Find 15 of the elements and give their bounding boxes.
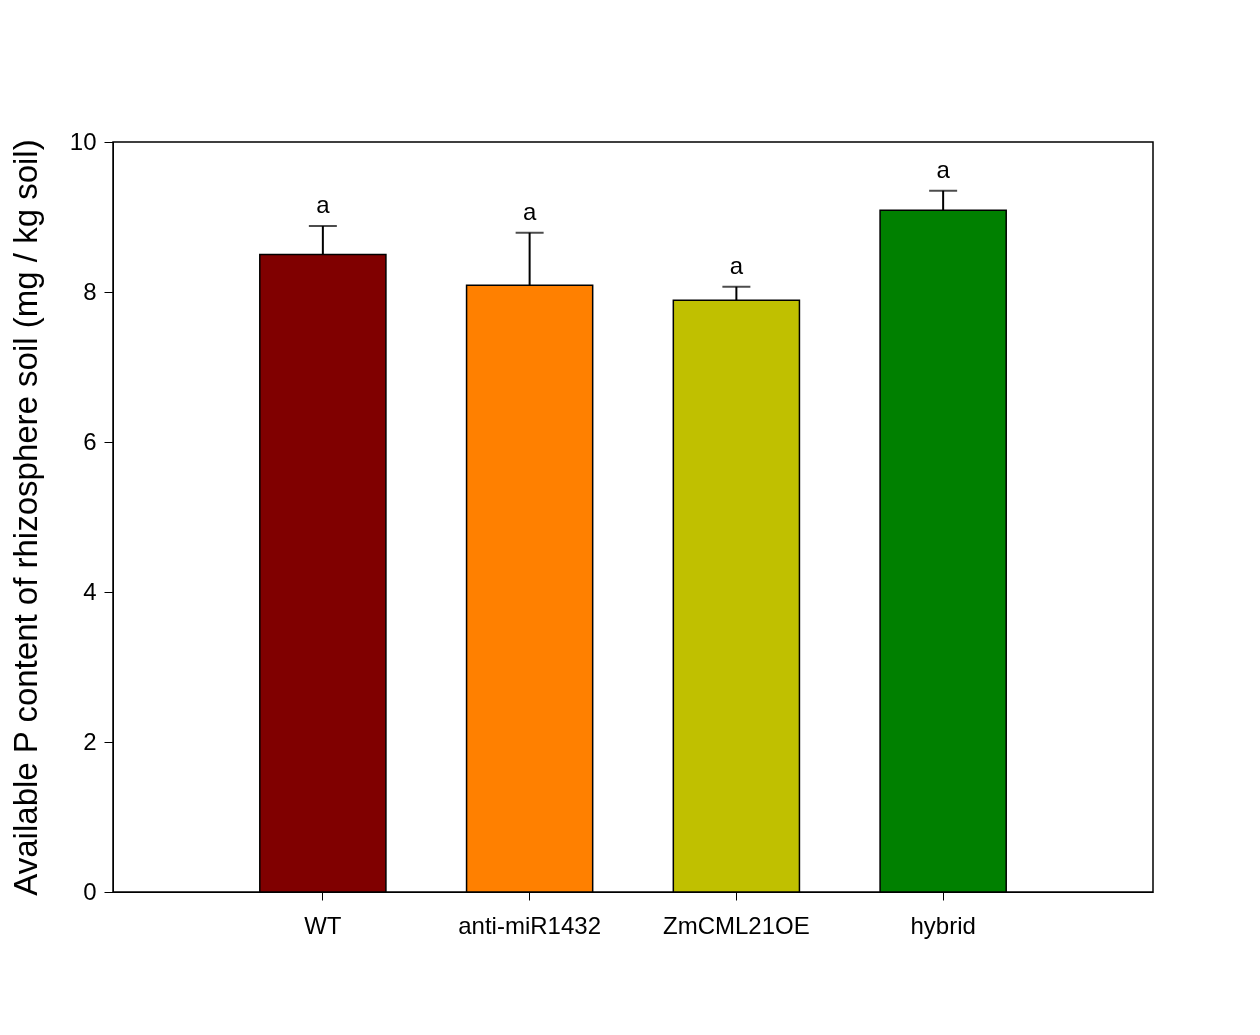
annotation: a [522, 197, 537, 225]
annotation: a [729, 251, 744, 279]
annotation: a [936, 155, 951, 183]
x-tick-label: WT [304, 911, 342, 939]
x-tick-label: anti-miR1432 [458, 911, 601, 939]
y-axis-title: Available P content of rhizosphere soil (mg / kg soil) [6, 139, 44, 896]
y-tick-label: 6 [83, 427, 97, 455]
x-tick-label: hybrid [910, 911, 976, 939]
y-tick-label: 10 [69, 127, 97, 155]
y-tick-label: 0 [83, 877, 97, 905]
y-tick-label: 8 [83, 277, 97, 305]
x-tick-label: ZmCML21OE [663, 911, 810, 939]
y-tick-label: 2 [83, 727, 97, 755]
y-tick-label: 4 [83, 577, 97, 605]
annotation: a [316, 191, 331, 218]
